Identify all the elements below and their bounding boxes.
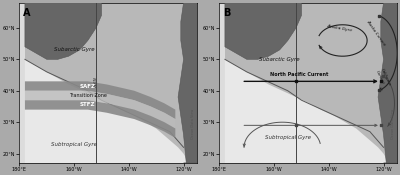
Text: North Pacific Current: North Pacific Current xyxy=(270,72,328,77)
Text: A: A xyxy=(23,8,30,18)
Text: Alaska Gyre: Alaska Gyre xyxy=(326,24,353,32)
Text: SAFZ: SAFZ xyxy=(80,83,96,89)
Polygon shape xyxy=(25,91,175,128)
Text: B: B xyxy=(223,8,230,18)
Text: Ocean Data View: Ocean Data View xyxy=(392,109,396,139)
Text: Subarctic Gyre: Subarctic Gyre xyxy=(54,47,94,52)
Polygon shape xyxy=(225,3,302,59)
Text: Ocean Data View: Ocean Data View xyxy=(192,109,196,139)
Polygon shape xyxy=(378,3,397,163)
Text: Subtropical Gyre: Subtropical Gyre xyxy=(265,135,311,140)
Text: Subarctic Gyre: Subarctic Gyre xyxy=(259,57,300,62)
Polygon shape xyxy=(25,3,197,163)
Polygon shape xyxy=(178,3,197,163)
Text: STFZ: STFZ xyxy=(80,102,96,107)
Polygon shape xyxy=(25,100,175,138)
Polygon shape xyxy=(25,81,175,119)
Text: Alaska Current: Alaska Current xyxy=(366,19,386,46)
Polygon shape xyxy=(225,59,389,163)
Text: California
Current: California Current xyxy=(375,68,391,89)
Polygon shape xyxy=(25,59,189,163)
Polygon shape xyxy=(25,3,102,59)
Text: P16N: P16N xyxy=(94,76,98,87)
Polygon shape xyxy=(225,3,397,163)
Text: Transition Zone: Transition Zone xyxy=(69,93,107,98)
Text: Subtropical Gyre: Subtropical Gyre xyxy=(51,142,97,147)
